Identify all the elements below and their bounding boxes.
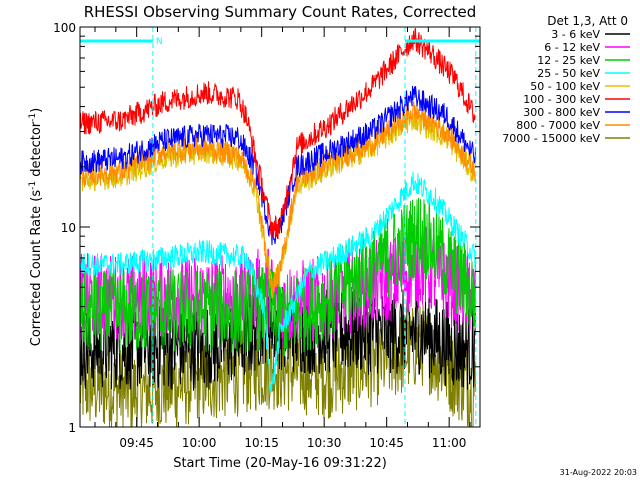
legend-label-6: 300 - 800 keV xyxy=(523,106,600,119)
legend-label-7: 800 - 7000 keV xyxy=(516,119,600,132)
y-axis-label-sup2: -1 xyxy=(28,113,38,122)
x-tick-label: 10:15 xyxy=(244,436,279,450)
y-axis-label-end: ) xyxy=(29,108,44,113)
date-stamp: 31-Aug-2022 20:03 xyxy=(560,468,637,477)
plot-series xyxy=(79,27,476,428)
y-tick-label: 100 xyxy=(53,21,76,35)
y-axis-label-mid: detector xyxy=(29,121,44,181)
y-tick-label: 1 xyxy=(68,421,76,435)
legend-label-3: 25 - 50 keV xyxy=(537,67,600,80)
series-line-7 xyxy=(79,101,476,297)
x-tick-label: 10:00 xyxy=(182,436,217,450)
legend-label-2: 12 - 25 keV xyxy=(537,54,600,67)
x-axis-label: Start Time (20-May-16 09:31:22) xyxy=(173,456,387,471)
legend-label-1: 6 - 12 keV xyxy=(544,41,600,54)
x-tick-label: 09:45 xyxy=(119,436,154,450)
y-tick-label: 10 xyxy=(61,221,76,235)
axes: 1 10 100 09:45 10:00 10:15 10:30 10:45 11:00 xyxy=(53,21,480,450)
series-line-5 xyxy=(79,27,476,240)
night-marker-label: N xyxy=(156,37,163,47)
y-axis-label: Corrected Count Rate (s-1 detector-1) xyxy=(28,108,44,346)
legend-title: Det 1,3, Att 0 xyxy=(547,14,628,28)
legend-label-8: 7000 - 15000 keV xyxy=(502,132,600,145)
x-tick-label: 10:30 xyxy=(307,436,342,450)
legend-label-4: 50 - 100 keV xyxy=(530,80,600,93)
series-line-3 xyxy=(79,171,476,393)
chart-title: RHESSI Observing Summary Count Rates, Co… xyxy=(84,3,477,21)
series-line-2 xyxy=(79,197,476,357)
y-axis-label-sup1: -1 xyxy=(28,181,38,190)
legend-label-5: 100 - 300 keV xyxy=(523,93,600,106)
series-line-8 xyxy=(79,304,476,428)
x-tick-label: 11:00 xyxy=(432,436,467,450)
y-axis-label-main: Corrected Count Rate (s xyxy=(29,190,44,347)
x-tick-label: 10:45 xyxy=(369,436,404,450)
legend-label-0: 3 - 6 keV xyxy=(551,28,600,41)
